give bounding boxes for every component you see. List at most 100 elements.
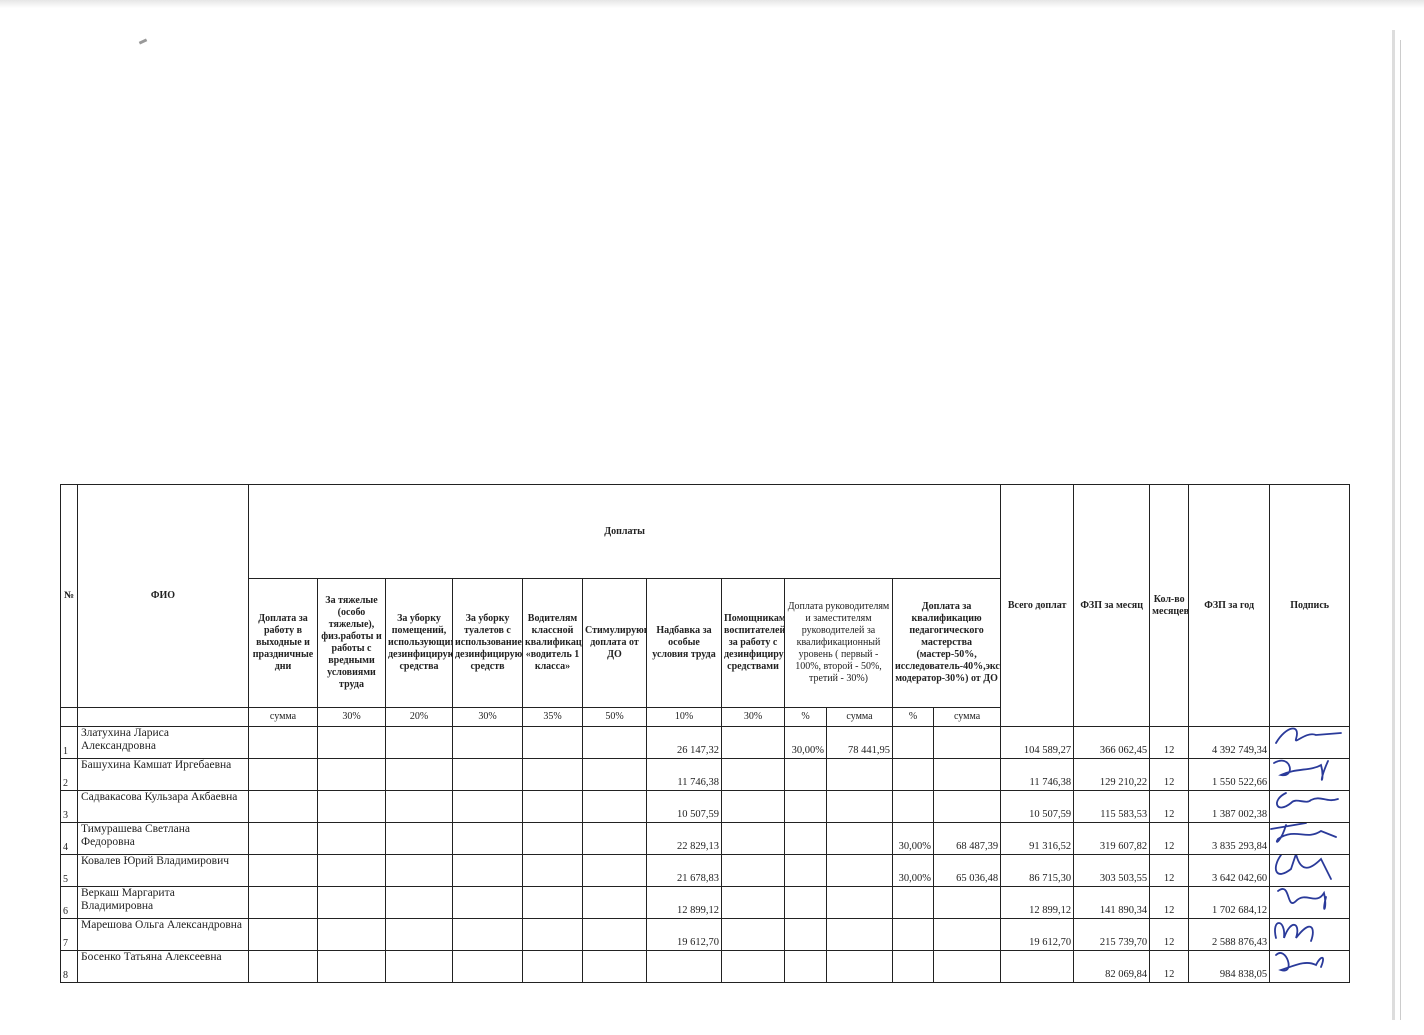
empty-cell — [582, 758, 647, 791]
ped-sum — [932, 886, 1002, 919]
empty-cell — [248, 758, 318, 791]
ruk-percent — [784, 790, 827, 823]
empty-cell — [582, 918, 647, 951]
empty-cell — [317, 758, 386, 791]
header-num: № — [60, 484, 78, 708]
empty-cell — [385, 950, 453, 983]
ruk-percent — [784, 822, 827, 855]
employee-name: Тимурашева Светлана Федоровна — [77, 822, 249, 855]
empty-cell — [385, 790, 453, 823]
row-number: 7 — [60, 918, 78, 951]
ruk-percent — [784, 950, 827, 983]
page-edge — [1400, 40, 1401, 1020]
empty-cell — [452, 950, 523, 983]
ruk-percent — [784, 886, 827, 919]
ruk-percent — [784, 918, 827, 951]
header-col: За уборку помещений, использующим дезинф… — [385, 578, 453, 708]
total-doplaty: 91 316,52 — [1000, 822, 1075, 855]
fzp-month: 129 210,22 — [1073, 758, 1151, 791]
empty-cell — [385, 758, 453, 791]
total-doplaty — [1000, 950, 1075, 983]
row-number: 5 — [60, 854, 78, 887]
table-row: 5 Ковалев Юрий Владимирович 21 678,83 30,00… — [60, 854, 1351, 887]
nadbavka-value: 19 612,70 — [646, 918, 722, 951]
total-doplaty: 19 612,70 — [1000, 918, 1075, 951]
table-row: 8 Босенко Татьяна Алексеевна 82 069,84 12 98… — [60, 950, 1351, 983]
empty-cell — [522, 758, 583, 791]
fzp-year: 3 642 042,60 — [1188, 854, 1271, 887]
handwritten-signature — [1275, 855, 1333, 880]
table-row: 7 Марешова Ольга Александровна 19 612,70 19… — [60, 918, 1351, 951]
empty-cell — [522, 726, 583, 759]
empty-cell — [721, 950, 785, 983]
empty-cell — [721, 790, 785, 823]
empty-cell — [248, 790, 318, 823]
ped-percent: 30,00% — [892, 854, 934, 887]
table-row: 1 Златухина Лариса Александровна 26 147,32… — [60, 726, 1351, 759]
ruk-sum — [826, 886, 893, 919]
header-total: Всего доплат — [1000, 484, 1075, 727]
handwritten-signature — [1277, 888, 1328, 910]
fzp-month: 303 503,55 — [1073, 854, 1151, 887]
ped-percent — [892, 918, 934, 951]
empty-cell — [721, 726, 785, 759]
ped-sum — [932, 790, 1002, 823]
ped-sum: 68 487,39 — [932, 822, 1002, 855]
empty-cell — [721, 758, 785, 791]
unit-empty — [60, 707, 78, 727]
empty-cell — [385, 822, 453, 855]
empty-cell — [452, 886, 523, 919]
empty-cell — [317, 790, 386, 823]
unit-cell: 20% — [385, 707, 453, 727]
fzp-month: 141 890,34 — [1073, 886, 1151, 919]
empty-cell — [721, 822, 785, 855]
ped-sum — [932, 950, 1002, 983]
empty-cell — [522, 886, 583, 919]
ruk-sum — [826, 854, 893, 887]
empty-cell — [452, 854, 523, 887]
empty-cell — [582, 726, 647, 759]
header-months: Кол-во месяцев — [1149, 484, 1190, 727]
fzp-month: 215 739,70 — [1073, 918, 1151, 951]
scan-mark — [138, 38, 148, 45]
empty-cell — [317, 886, 386, 919]
employee-name: Босенко Татьяна Алексеевна — [77, 950, 249, 983]
months-count: 12 — [1149, 950, 1190, 983]
months-count: 12 — [1149, 726, 1190, 759]
empty-cell — [522, 822, 583, 855]
handwritten-signature — [1275, 727, 1343, 744]
ped-percent — [892, 758, 934, 791]
header-signature: Подпись — [1269, 484, 1351, 727]
empty-cell — [385, 854, 453, 887]
total-doplaty: 12 899,12 — [1000, 886, 1075, 919]
empty-cell — [317, 854, 386, 887]
signature-cell — [1269, 918, 1351, 951]
signature-cell — [1269, 822, 1351, 855]
unit-cell: 50% — [582, 707, 647, 727]
signature-cell — [1269, 950, 1351, 983]
empty-cell — [317, 822, 386, 855]
fzp-year: 984 838,05 — [1188, 950, 1271, 983]
total-doplaty: 10 507,59 — [1000, 790, 1075, 823]
empty-cell — [582, 950, 647, 983]
empty-cell — [248, 950, 318, 983]
table-row: 3 Садвакасова Кульзара Акбаевна 10 507,59 1… — [60, 790, 1351, 823]
row-number: 2 — [60, 758, 78, 791]
nadbavka-value: 21 678,83 — [646, 854, 722, 887]
months-count: 12 — [1149, 854, 1190, 887]
unit-cell: 30% — [317, 707, 386, 727]
empty-cell — [385, 886, 453, 919]
page-edge — [1392, 30, 1395, 1020]
row-number: 8 — [60, 950, 78, 983]
header-col: За уборку туалетов с использованием дези… — [452, 578, 523, 708]
row-number: 1 — [60, 726, 78, 759]
fzp-year: 1 702 684,12 — [1188, 886, 1271, 919]
ped-percent — [892, 886, 934, 919]
signature-cell — [1269, 886, 1351, 919]
header-col: Доплата руководителям и заместителям рук… — [784, 578, 893, 708]
header-col: Помощникам воспитателей за работу с дези… — [721, 578, 785, 708]
months-count: 12 — [1149, 918, 1190, 951]
ped-percent: 30,00% — [892, 822, 934, 855]
ruk-percent — [784, 854, 827, 887]
nadbavka-value: 12 899,12 — [646, 886, 722, 919]
